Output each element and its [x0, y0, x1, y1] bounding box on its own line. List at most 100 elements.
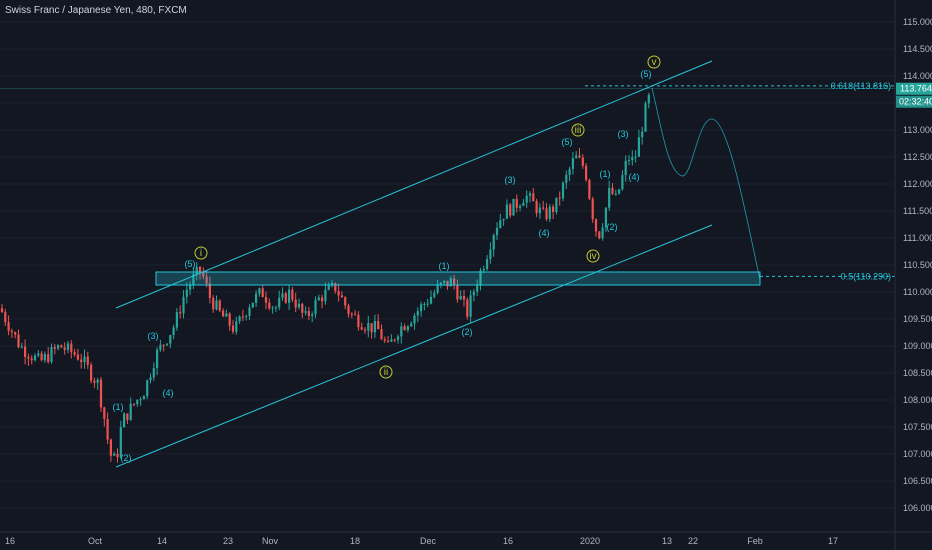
candle-body: [410, 323, 413, 327]
candle-body: [47, 354, 50, 362]
wave-labels: (1) (2) (3) (4) (5) (1) (2) (3) (4) (5) (1) (2) (3) (…: [113, 55, 661, 463]
candle-body: [86, 356, 89, 365]
candle-body: [156, 349, 159, 369]
price-tick-label: 106.500: [903, 476, 932, 486]
candle-body: [7, 322, 10, 331]
time-tick-label: 16: [503, 536, 513, 546]
candle-body: [565, 174, 568, 183]
candle-body: [271, 307, 274, 309]
price-tick-label: 111.000: [903, 233, 932, 243]
price-tick-label: 109.500: [903, 314, 932, 324]
upper-channel-line: [115, 60, 713, 309]
candle-body: [357, 314, 360, 328]
candle-body: [284, 293, 287, 303]
lower-channel-line: [115, 224, 713, 468]
candle-body: [288, 289, 291, 303]
candle-body: [515, 198, 518, 208]
candle-body: [420, 304, 423, 312]
candle-body: [535, 201, 538, 214]
major-wave-circle: [571, 123, 585, 137]
candle-body: [456, 285, 459, 300]
candle-body: [185, 289, 188, 297]
candle-body: [20, 346, 23, 348]
candle-body: [119, 427, 122, 458]
price-tick-label: 114.000: [903, 71, 932, 81]
candle-body: [27, 356, 30, 359]
candle-body: [396, 336, 400, 340]
candle-body: [439, 282, 442, 285]
projection-path: [651, 87, 761, 281]
candle-body: [512, 198, 515, 216]
candle-body: [228, 313, 231, 326]
candle-body: [14, 332, 17, 335]
candle-body: [317, 297, 320, 301]
candle-body: [446, 280, 449, 287]
minor-wave-label: (5): [562, 137, 573, 147]
price-tick-label: 108.000: [903, 395, 932, 405]
candle-body: [304, 311, 307, 313]
minor-wave-label: (2): [121, 453, 132, 463]
candle-body: [83, 356, 86, 363]
candle-body: [469, 295, 472, 317]
candle-body: [179, 312, 182, 314]
candle-body: [340, 295, 343, 298]
candle-body: [132, 403, 136, 405]
chart-title: Swiss Franc / Japanese Yen, 480, FXCM: [5, 5, 187, 16]
minor-wave-label: (4): [163, 388, 174, 398]
countdown-value: 02:32:40: [899, 97, 932, 107]
price-tick-label: 109.000: [903, 341, 932, 351]
candle-body: [449, 278, 452, 287]
major-wave-circle: [647, 55, 661, 69]
candle-body: [212, 297, 215, 310]
candle-body: [453, 278, 456, 286]
candle-body: [53, 347, 56, 349]
candle-body: [245, 315, 248, 317]
candle-body: [578, 155, 581, 158]
candle-body: [123, 413, 126, 428]
candle-body: [482, 269, 485, 271]
candle-body: [644, 103, 647, 132]
candle-body: [499, 220, 502, 228]
candle-body: [169, 334, 172, 344]
time-tick-label: Dec: [420, 536, 437, 546]
support-zone: [155, 271, 761, 286]
price-tick-label: 110.000: [903, 287, 932, 297]
candle-body: [215, 300, 218, 310]
candle-body: [43, 354, 46, 361]
candle-body: [522, 202, 525, 206]
candle-body: [598, 231, 601, 239]
candle-body: [393, 339, 396, 341]
price-tick-label: 115.000: [903, 17, 932, 27]
candle-body: [238, 316, 241, 322]
candle-body: [136, 399, 139, 405]
candle-body: [142, 396, 145, 400]
candle-body: [189, 285, 192, 290]
candle-body: [222, 310, 225, 317]
candle-body: [198, 266, 202, 273]
minor-wave-label: (4): [539, 228, 550, 238]
candle-body: [466, 299, 469, 317]
price-tick-label: 108.500: [903, 368, 932, 378]
candle-body: [631, 157, 634, 161]
time-tick-label: 17: [828, 536, 838, 546]
candle-body: [390, 339, 393, 342]
candle-body: [149, 377, 152, 381]
candle-body: [24, 346, 27, 357]
minor-wave-label: (1): [113, 402, 124, 412]
candle-body: [192, 274, 195, 286]
candle-body: [476, 285, 479, 292]
minor-wave-label: (1): [439, 261, 450, 271]
candle-body: [433, 292, 436, 297]
candle-body: [116, 453, 119, 458]
time-tick-label: Feb: [747, 536, 763, 546]
candle-body: [324, 289, 327, 302]
candle-body: [641, 131, 644, 138]
candle-body: [581, 157, 584, 166]
minor-wave-label: (3): [148, 331, 159, 341]
candle-body: [175, 312, 178, 328]
price-tick-label: 107.500: [903, 422, 932, 432]
candle-body: [195, 266, 198, 275]
candle-body: [294, 299, 297, 308]
candle-body: [99, 379, 103, 408]
